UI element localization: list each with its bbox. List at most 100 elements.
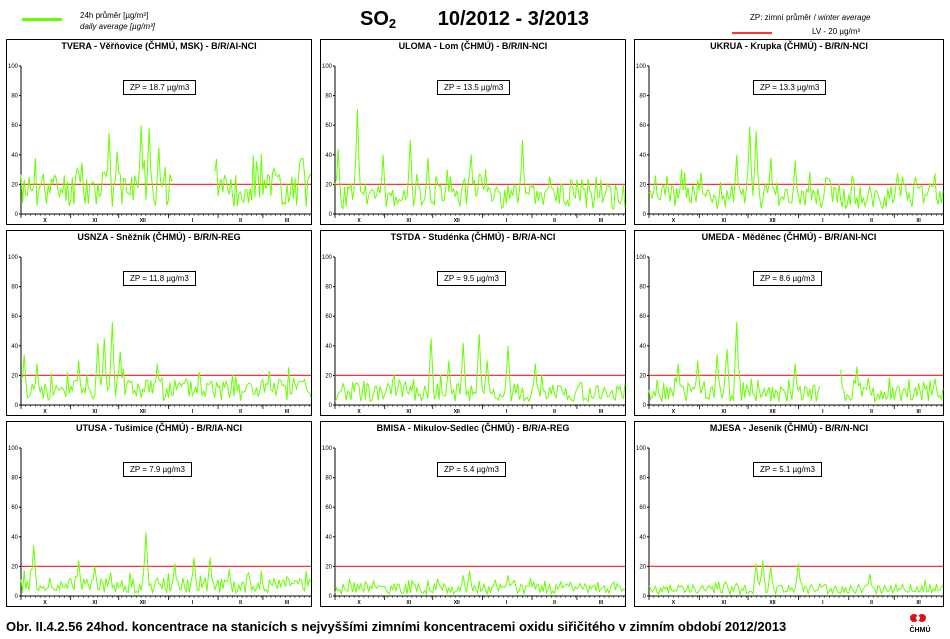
winter-average-label: ZP = 13.5 µg/m3 bbox=[437, 80, 511, 95]
x-tick-label: I bbox=[192, 600, 194, 606]
y-tick-label: 0 bbox=[15, 594, 19, 600]
x-tick-label: XII bbox=[454, 600, 461, 606]
title-pollutant: SO bbox=[360, 8, 389, 30]
x-tick-label: X bbox=[672, 218, 676, 224]
winter-average-label: ZP = 13.3 µg/m3 bbox=[753, 80, 827, 95]
y-tick-label: 20 bbox=[11, 373, 18, 379]
y-tick-label: 60 bbox=[325, 505, 332, 511]
station-chart-title: TSTDA - Studénka (ČHMÚ) - B/R/A-NCI bbox=[390, 232, 556, 242]
x-tick-label: X bbox=[43, 218, 47, 224]
legend-zp-en: winter average bbox=[818, 13, 871, 22]
x-tick-label: XII bbox=[769, 600, 776, 606]
daily-average-series-line bbox=[648, 126, 944, 211]
x-tick-label: III bbox=[599, 218, 604, 224]
legend-zp-cz: ZP: zimní průměr / bbox=[750, 13, 819, 22]
y-tick-label: 80 bbox=[325, 476, 332, 482]
y-tick-label: 40 bbox=[325, 344, 332, 350]
daily-average-series-line bbox=[334, 333, 626, 403]
x-tick-label: I bbox=[822, 218, 824, 224]
x-tick-label: I bbox=[506, 409, 508, 415]
y-tick-label: 100 bbox=[8, 255, 19, 261]
daily-average-series-line bbox=[648, 322, 944, 404]
y-tick-label: 20 bbox=[325, 564, 332, 570]
x-tick-label: X bbox=[357, 600, 361, 606]
y-tick-label: 80 bbox=[11, 285, 18, 291]
y-tick-label: 100 bbox=[8, 446, 19, 452]
daily-average-series-line bbox=[20, 532, 312, 595]
x-tick-label: XII bbox=[454, 409, 461, 415]
y-tick-label: 60 bbox=[639, 505, 646, 511]
x-tick-label: XI bbox=[92, 409, 97, 415]
y-tick-label: 0 bbox=[643, 594, 647, 600]
x-tick-label: II bbox=[239, 409, 242, 415]
station-chart-panel: TVERA - Věřňovice (ČHMÚ, MSK) - B/R/AI-N… bbox=[6, 39, 312, 225]
y-tick-label: 60 bbox=[11, 505, 18, 511]
x-tick-label: I bbox=[192, 409, 194, 415]
station-chart-title: TVERA - Věřňovice (ČHMÚ, MSK) - B/R/AI-N… bbox=[61, 41, 257, 51]
logo-text: ČHMÚ bbox=[910, 625, 931, 634]
legend-daily-cz-label: 24h průměr [µg/m³] bbox=[80, 11, 149, 20]
x-tick-label: XI bbox=[92, 218, 97, 224]
station-chart-panel: USNZA - Sněžník (ČHMÚ) - B/R/N-REG 0 20 40 6… bbox=[6, 230, 312, 416]
winter-average-label: ZP = 9.5 µg/m3 bbox=[437, 271, 506, 286]
y-tick-label: 20 bbox=[639, 373, 646, 379]
x-tick-label: I bbox=[506, 600, 508, 606]
x-tick-label: XII bbox=[454, 218, 461, 224]
x-tick-label: X bbox=[672, 409, 676, 415]
y-tick-label: 60 bbox=[11, 314, 18, 320]
y-tick-label: 100 bbox=[322, 446, 333, 452]
station-chart-panel: BMISA - Mikulov-Sedlec (ČHMÚ) - B/R/A-RE… bbox=[320, 421, 626, 607]
y-tick-label: 0 bbox=[643, 212, 647, 218]
y-tick-label: 100 bbox=[636, 446, 647, 452]
station-chart-title: ULOMA - Lom (ČHMÚ) - B/R/IN-NCI bbox=[398, 41, 548, 51]
y-tick-label: 80 bbox=[639, 94, 646, 100]
x-tick-label: XI bbox=[721, 409, 726, 415]
station-chart-panel: TSTDA - Studénka (ČHMÚ) - B/R/A-NCI 0 20 40… bbox=[320, 230, 626, 416]
title-period: 10/2012 - 3/2013 bbox=[437, 8, 589, 30]
station-chart-title: MJESA - Jeseník (ČHMÚ) - B/R/N-NCI bbox=[709, 423, 869, 433]
station-chart-panel: UTUSA - Tušimice (ČHMÚ) - B/R/IA-NCI 0 20 4… bbox=[6, 421, 312, 607]
y-tick-label: 100 bbox=[322, 64, 333, 70]
figure-title: SO2 10/2012 - 3/2013 bbox=[360, 8, 589, 31]
x-tick-label: I bbox=[192, 218, 194, 224]
daily-average-series-line bbox=[20, 322, 312, 403]
y-tick-label: 0 bbox=[329, 403, 333, 409]
x-tick-label: X bbox=[357, 409, 361, 415]
x-tick-label: XI bbox=[406, 409, 411, 415]
winter-average-label: ZP = 5.1 µg/m3 bbox=[753, 462, 822, 477]
y-tick-label: 40 bbox=[325, 153, 332, 159]
legend-zp-label: ZP: zimní průměr / winter average bbox=[750, 13, 871, 22]
station-chart-title: USNZA - Sněžník (ČHMÚ) - B/R/N-REG bbox=[77, 232, 241, 242]
x-tick-label: III bbox=[917, 218, 922, 224]
title-subscript: 2 bbox=[388, 16, 397, 31]
y-tick-label: 100 bbox=[322, 255, 333, 261]
daily-average-series-line bbox=[648, 560, 944, 596]
x-tick-label: I bbox=[822, 600, 824, 606]
x-tick-label: X bbox=[43, 600, 47, 606]
x-tick-label: XI bbox=[92, 600, 97, 606]
y-tick-label: 40 bbox=[639, 344, 646, 350]
x-tick-label: XII bbox=[769, 409, 776, 415]
x-tick-label: XII bbox=[140, 600, 147, 606]
daily-average-series-line bbox=[334, 108, 626, 210]
station-chart-title: UKRUA - Krupka (ČHMÚ) - B/R/N-NCI bbox=[710, 41, 868, 51]
y-tick-label: 20 bbox=[639, 564, 646, 570]
legend-daily-en-label: daily average [µg/m³] bbox=[80, 22, 155, 31]
x-tick-label: XII bbox=[769, 218, 776, 224]
x-tick-label: X bbox=[672, 600, 676, 606]
winter-average-label: ZP = 5.4 µg/m3 bbox=[437, 462, 506, 477]
y-tick-label: 20 bbox=[639, 182, 646, 188]
y-tick-label: 60 bbox=[325, 123, 332, 129]
x-tick-label: XI bbox=[406, 600, 411, 606]
daily-average-series-line bbox=[334, 570, 626, 596]
y-tick-label: 100 bbox=[8, 64, 19, 70]
x-tick-label: II bbox=[870, 218, 873, 224]
x-tick-label: XII bbox=[140, 218, 147, 224]
y-tick-label: 80 bbox=[639, 285, 646, 291]
y-tick-label: 0 bbox=[329, 594, 333, 600]
x-tick-label: II bbox=[239, 600, 242, 606]
